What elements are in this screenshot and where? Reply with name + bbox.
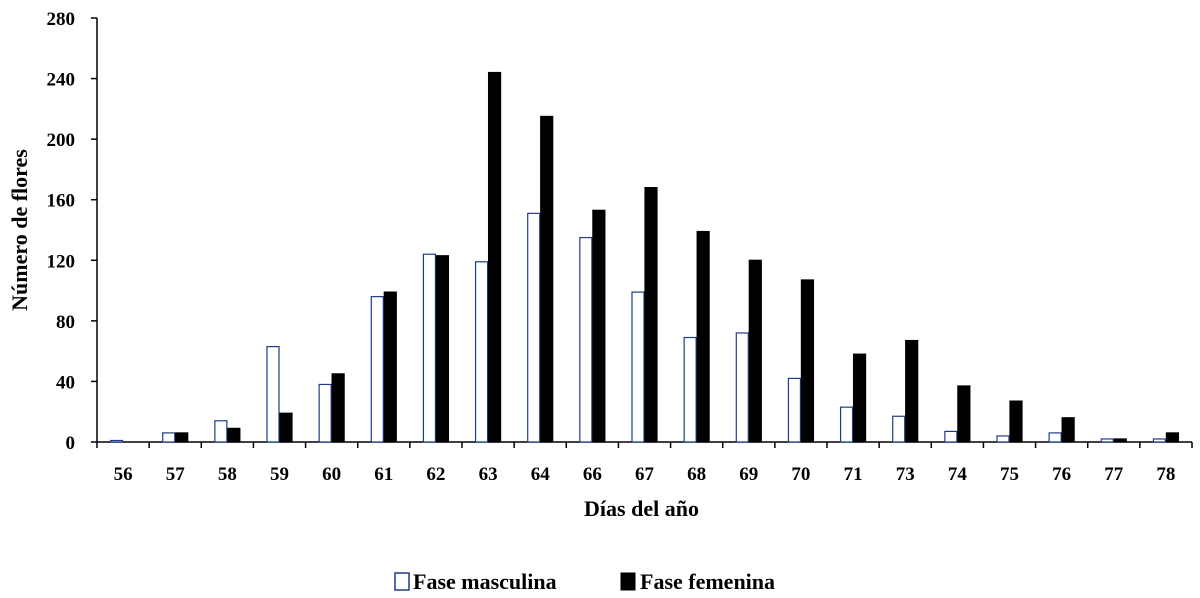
bar-fase-masculina-60	[318, 383, 332, 443]
y-axis-title: Número de flores	[7, 149, 32, 311]
bar-fase-femenina-76	[1061, 417, 1075, 443]
bar-fase-masculina-75	[996, 435, 1010, 443]
x-tick-label: 57	[166, 464, 186, 485]
bar-fase-masculina-73	[892, 415, 906, 443]
bar-fase-femenina-73	[905, 339, 919, 443]
x-tick-label: 63	[479, 464, 498, 485]
bar-fase-femenina-57	[175, 432, 189, 443]
bar-fase-masculina-56	[109, 439, 124, 443]
y-tick-label: 240	[47, 70, 76, 91]
x-tick-label: 62	[426, 464, 445, 485]
x-tick-label: 69	[739, 464, 758, 485]
legend-swatch-fase-masculina	[394, 572, 410, 591]
y-tick-label: 280	[47, 9, 76, 30]
bar-fase-femenina-78	[1165, 432, 1180, 443]
bars	[109, 71, 1180, 443]
bar-fase-masculina-57	[162, 432, 176, 443]
x-tick-label: 68	[687, 464, 706, 485]
bar-fase-masculina-78	[1152, 438, 1167, 443]
bar-fase-masculina-58	[214, 420, 228, 443]
bar-fase-femenina-69	[748, 259, 762, 443]
bar-fase-masculina-69	[735, 332, 749, 443]
bar-fase-masculina-67	[631, 291, 645, 443]
bar-fase-femenina-60	[331, 373, 345, 443]
bar-fase-femenina-71	[852, 353, 867, 443]
y-tick-label: 160	[47, 191, 76, 212]
bar-fase-femenina-64	[540, 115, 554, 443]
bar-fase-femenina-75	[1009, 400, 1023, 443]
y-ticks: 0 40 80 120 160 200 240 280	[47, 9, 97, 454]
legend: Fase masculina Fase femenina	[394, 569, 775, 594]
bar-fase-femenina-67	[644, 187, 658, 443]
bar-fase-femenina-77	[1113, 438, 1127, 443]
legend-label-fase-femenina: Fase femenina	[640, 569, 775, 594]
x-tick-label: 66	[583, 464, 602, 485]
x-tick-label: 76	[1052, 464, 1071, 485]
bar-fase-masculina-64	[527, 212, 541, 443]
x-tick-label: 61	[374, 464, 393, 485]
legend-swatch-fase-femenina	[620, 572, 636, 591]
bar-fase-femenina-62	[435, 255, 450, 443]
bar-fase-masculina-76	[1048, 432, 1062, 443]
x-axis-title: Días del año	[584, 496, 699, 521]
bar-fase-masculina-66	[579, 236, 593, 443]
x-tick-label: 58	[218, 464, 237, 485]
x-tick-label: 70	[791, 464, 810, 485]
x-tick-label: 56	[114, 464, 133, 485]
legend-label-fase-masculina: Fase masculina	[413, 569, 557, 594]
bar-fase-femenina-63	[487, 71, 502, 443]
x-axis: 56 57 58 59 60 61 62 63 64 66 67 68 69 70 71 73 74 75 76 77…	[96, 441, 1193, 485]
x-ticks: 56 57 58 59 60 61 62 63 64 66 67 68 69 70 71 73 74 75 76 77…	[96, 442, 1193, 485]
bar-fase-masculina-63	[474, 261, 489, 443]
bar-fase-femenina-70	[800, 279, 815, 443]
bar-fase-masculina-74	[944, 430, 958, 443]
bar-fase-femenina-58	[227, 427, 241, 443]
y-tick-label: 120	[47, 251, 76, 272]
y-tick-label: 0	[66, 433, 76, 454]
y-tick-label: 80	[56, 312, 75, 333]
x-tick-label: 60	[322, 464, 341, 485]
x-tick-label: 67	[635, 464, 655, 485]
x-tick-label: 74	[948, 464, 968, 485]
y-tick-label: 200	[47, 130, 76, 151]
bar-fase-femenina-61	[383, 291, 397, 443]
bar-fase-femenina-68	[696, 230, 710, 443]
y-axis: 0 40 80 120 160 200 240 280	[47, 9, 98, 454]
x-tick-label: 59	[270, 464, 289, 485]
x-tick-label: 75	[1000, 464, 1019, 485]
bar-fase-masculina-61	[370, 296, 384, 443]
bar-fase-femenina-59	[279, 412, 293, 443]
x-tick-label: 73	[896, 464, 915, 485]
y-tick-label: 40	[56, 372, 75, 393]
bar-fase-masculina-77	[1100, 438, 1114, 443]
x-tick-label: 77	[1104, 464, 1124, 485]
bar-fase-masculina-68	[683, 336, 697, 443]
bar-fase-femenina-66	[592, 209, 606, 443]
bar-fase-masculina-62	[422, 253, 437, 443]
x-tick-label: 78	[1156, 464, 1175, 485]
x-tick-label: 71	[844, 464, 863, 485]
bar-fase-masculina-71	[839, 406, 854, 443]
bar-fase-masculina-70	[787, 377, 802, 443]
bar-fase-masculina-59	[266, 346, 280, 443]
bar-fase-femenina-74	[957, 385, 971, 443]
x-tick-label: 64	[531, 464, 551, 485]
